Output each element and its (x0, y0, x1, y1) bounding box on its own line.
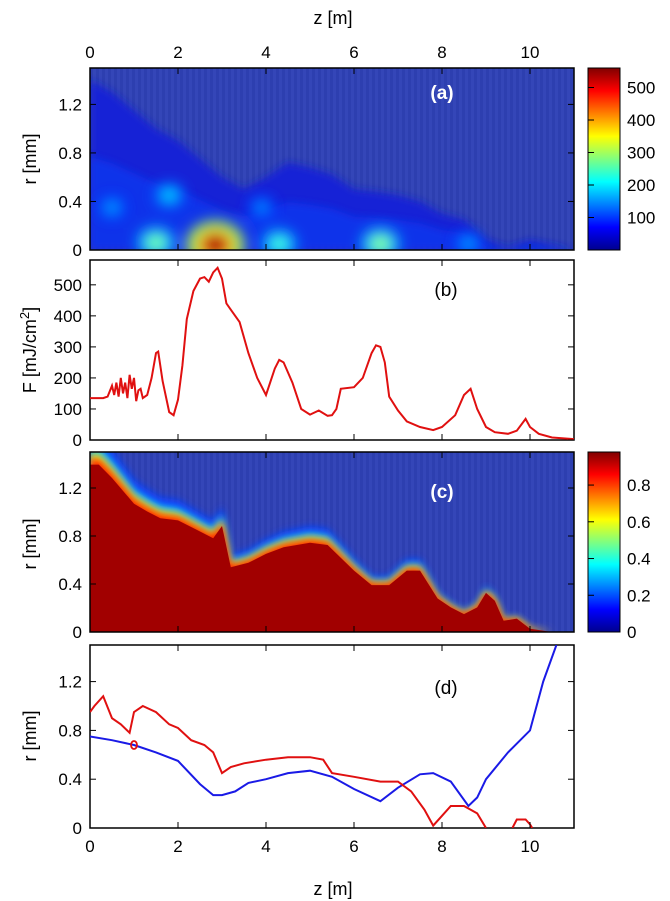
panel-b-y-axis-label-main: F [mJ/cm (20, 319, 40, 393)
panel-a-colorbar (587, 67, 621, 251)
panel-b-line-chart: (b) 0 100 200 300 400 500 F [mJ/cm2] (17, 259, 575, 450)
panel-a-xtick-label: 4 (261, 43, 270, 62)
panel-b-ytick-label: 0 (73, 431, 82, 450)
panel-d-ytick-label: 0.8 (58, 721, 82, 740)
top-x-axis-label: z [m] (314, 8, 353, 28)
panel-c-colorbar-label: 0.6 (627, 513, 651, 532)
panel-b-frame (89, 259, 575, 441)
panel-d-red-radius-tail (511, 818, 534, 828)
panel-d-y-axis-label: r [mm] (20, 711, 40, 762)
panel-d-label: (d) (434, 678, 457, 699)
panel-b-ytick-label: 200 (54, 369, 82, 388)
panel-c-ytick-label: 0.4 (58, 575, 82, 594)
panel-c-colorbar-label: 0 (627, 623, 636, 642)
panel-d-ytick-label: 0 (73, 819, 82, 838)
panel-a-hotspot-core (163, 190, 175, 200)
panel-a-ytick-label: 1.2 (58, 95, 82, 114)
panel-a-heatmap: (a) 0 0.4 0.8 1.2 0 2 4 6 8 10 r [mm] 100 200 300 4… (20, 43, 655, 260)
panel-c-colorbar-label: 0.2 (627, 586, 651, 605)
panel-a-colorbar-label: 300 (627, 144, 655, 163)
panel-d-red-radius-line (90, 694, 487, 828)
panel-d-ytick-label: 0.4 (58, 770, 82, 789)
panel-d-xtick-label: 10 (521, 837, 540, 856)
panel-a-xtick-label: 2 (173, 43, 182, 62)
panel-c-y-axis-label: r [mm] (20, 519, 40, 570)
panel-b-y-axis-label: F [mJ/cm2] (17, 307, 40, 393)
panel-b-ytick-label: 400 (54, 307, 82, 326)
panel-d-line-chart: (d) 0 0.4 0.8 1.2 0 2 4 6 8 10 r [mm] (20, 644, 575, 856)
panel-a-hotspot-core (205, 237, 225, 250)
panel-c-label: (c) (430, 482, 453, 503)
panel-d-blue-radius-line (90, 645, 558, 808)
panel-c-colorbar-label: 0.4 (627, 550, 651, 569)
panel-b-ytick-label: 300 (54, 338, 82, 357)
panel-c-ytick-label: 0.8 (58, 527, 82, 546)
panel-b-y-axis-label-sup: 2 (17, 312, 32, 319)
panel-a-ytick-label: 0.4 (58, 192, 82, 211)
panel-c-heatmap: (c) 0 0.4 0.8 1.2 r [mm] 0 0.2 0.4 0.6 0.8 (20, 451, 651, 642)
panel-b-fluence-line (90, 265, 574, 440)
panel-b-label: (b) (434, 280, 457, 301)
panel-a-xtick-label: 0 (85, 43, 94, 62)
panel-a-frame (89, 67, 575, 251)
panel-d-frame (89, 644, 575, 829)
panel-a-hotspot-core (273, 238, 286, 249)
panel-c-colorbar (587, 451, 621, 633)
panel-d-xtick-label: 0 (85, 837, 94, 856)
panel-a-xtick-label: 6 (349, 43, 358, 62)
panel-a-y-axis-label: r [mm] (20, 134, 40, 185)
panel-a-hotspot-core (373, 238, 387, 250)
panel-a-hotspot-core (149, 237, 163, 249)
panel-d-xtick-label: 2 (173, 837, 182, 856)
panel-d-red-loop (130, 740, 138, 750)
panel-d-xtick-label: 8 (437, 837, 446, 856)
panel-d-ytick-label: 1.2 (58, 673, 82, 692)
panel-c-frame (89, 451, 575, 633)
panel-c-saturated-core (90, 464, 574, 632)
panel-a-colorbar-label: 200 (627, 176, 655, 195)
panel-b-y-axis-label-end: ] (20, 307, 40, 312)
bottom-x-axis-label: z [m] (314, 879, 353, 899)
panel-a-colorbar-label: 400 (627, 111, 655, 130)
panel-d-xtick-label: 4 (261, 837, 270, 856)
panel-a-ytick-label: 0 (73, 241, 82, 260)
panel-a-xtick-label: 8 (437, 43, 446, 62)
panel-c-ytick-label: 1.2 (58, 479, 82, 498)
panel-a-hotspot-core (463, 239, 474, 249)
panel-c-ytick-label: 0 (73, 623, 82, 642)
panel-c-colorbar-label: 0.8 (627, 476, 651, 495)
panel-a-hotspot-core (106, 203, 118, 212)
panel-b-ytick-label: 100 (54, 400, 82, 419)
panel-b-ytick-label: 500 (54, 276, 82, 295)
panel-a-hotspot-core (256, 203, 267, 212)
panel-a-colorbar-label: 500 (627, 79, 655, 98)
panel-a-xtick-label: 10 (521, 43, 540, 62)
panel-a-ytick-label: 0.8 (58, 144, 82, 163)
panel-a-label: (a) (430, 83, 453, 104)
panel-d-xtick-label: 6 (349, 837, 358, 856)
panel-a-colorbar-label: 100 (627, 209, 655, 228)
